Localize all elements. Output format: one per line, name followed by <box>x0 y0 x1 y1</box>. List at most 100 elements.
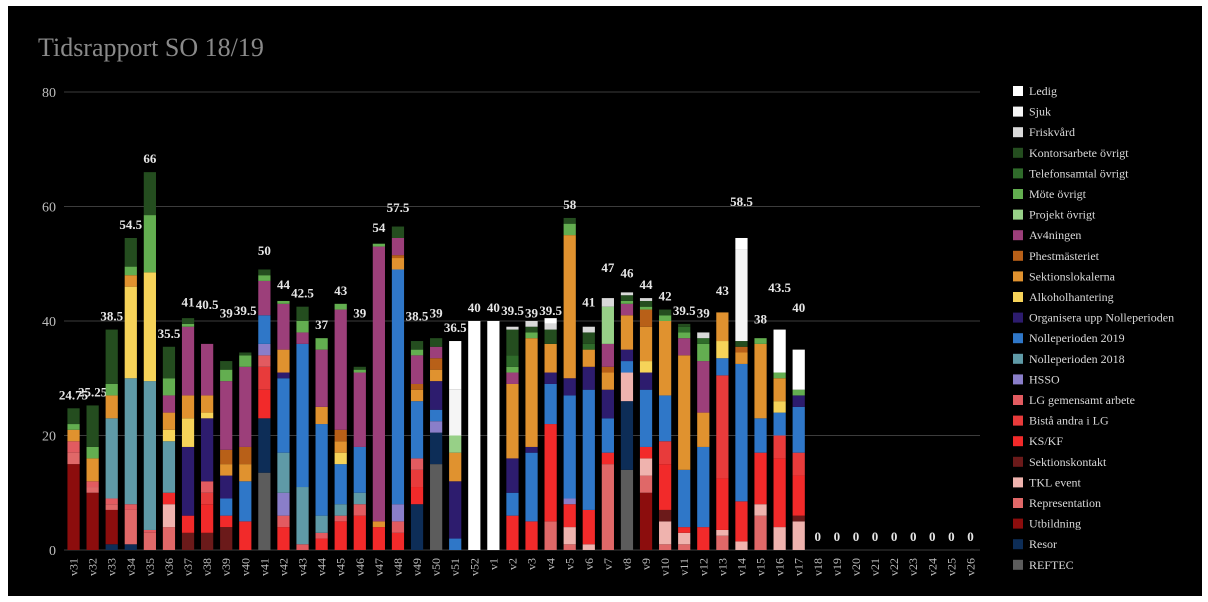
bar-segment <box>162 395 176 413</box>
bar-segment <box>544 329 557 344</box>
bar-segment <box>201 395 214 413</box>
bar-segment <box>334 309 347 430</box>
bar-segment <box>563 395 576 499</box>
bar-segment <box>162 441 176 493</box>
bar-segment <box>506 492 519 516</box>
bar-segment <box>334 441 347 453</box>
bar-segment <box>315 406 328 425</box>
x-tick-label: v39 <box>219 558 233 576</box>
bar-segment <box>639 361 653 373</box>
y-tick-label: 20 <box>42 430 56 445</box>
total-data-label: 40 <box>487 300 500 315</box>
x-tick-label: v34 <box>124 558 138 576</box>
bar-segment <box>105 509 118 545</box>
bar-segment <box>620 295 634 301</box>
bar-segment <box>391 532 405 550</box>
bar-segment <box>410 401 424 459</box>
bar-segment <box>792 349 805 390</box>
bar-segment <box>181 532 195 550</box>
bar-segment <box>124 275 137 287</box>
bar-segment <box>506 458 519 493</box>
bar-segment <box>544 521 557 550</box>
x-tick-label: v36 <box>162 558 176 576</box>
legend-swatch <box>1013 518 1023 529</box>
bar-segment <box>601 418 614 453</box>
total-data-label: 39.5 <box>539 303 562 318</box>
bar-segment <box>201 418 214 482</box>
bar-segment <box>124 266 137 276</box>
bar-segment <box>239 446 252 465</box>
bar-segment <box>506 329 519 356</box>
bar-segment <box>239 481 252 522</box>
bar-segment <box>277 452 290 493</box>
bar-segment <box>372 243 385 247</box>
bar-segment <box>582 349 595 367</box>
bar-segment <box>143 529 156 533</box>
bar-segment <box>525 326 538 333</box>
x-tick-label: v24 <box>925 558 939 576</box>
bar-segment <box>105 395 118 419</box>
x-tick-label: v46 <box>353 558 367 576</box>
legend-label: Av4ningen <box>1029 228 1081 242</box>
bar-segment <box>391 269 405 505</box>
bar-segment <box>86 458 99 482</box>
bar-segment <box>620 401 634 470</box>
x-tick-label: v6 <box>582 558 596 570</box>
x-tick-label: v3 <box>525 558 539 570</box>
bar-segment <box>220 464 233 476</box>
bar-segment <box>105 544 118 550</box>
bar-segment <box>525 452 538 522</box>
legend-swatch <box>1013 436 1023 447</box>
x-tick-label: v13 <box>715 558 729 576</box>
legend-swatch <box>1013 168 1023 179</box>
legend-swatch <box>1013 230 1023 241</box>
total-data-label: 39 <box>220 306 234 321</box>
total-data-label: 42 <box>659 289 672 304</box>
bar-segment <box>582 343 595 350</box>
bar-segment <box>678 332 691 339</box>
bar-segment <box>162 527 176 550</box>
bar-segment <box>792 395 805 407</box>
total-data-label: 41 <box>582 294 595 309</box>
bar-segment <box>620 292 634 296</box>
x-tick-label: v41 <box>257 558 271 576</box>
bar-segment <box>315 532 328 539</box>
bar-segment <box>430 421 443 433</box>
y-tick-label: 60 <box>42 201 56 216</box>
bar-segment <box>410 349 424 356</box>
bar-segment <box>773 378 786 402</box>
bar-segment <box>601 298 614 307</box>
bar-segment <box>697 332 710 339</box>
bar-segment <box>601 343 614 367</box>
legend-swatch <box>1013 86 1023 96</box>
bar-segment <box>277 515 290 528</box>
bar-segment <box>220 515 233 528</box>
bar-segment <box>601 389 614 419</box>
bar-segment <box>143 381 156 530</box>
chart-title: Tidsrapport SO 18/19 <box>38 33 264 62</box>
legend-swatch <box>1013 271 1023 282</box>
total-data-label: 39.5 <box>673 303 696 318</box>
bar-segment <box>430 381 443 410</box>
bar-segment <box>620 361 634 373</box>
bar-segment <box>601 464 614 550</box>
bar-segment <box>716 375 729 479</box>
total-data-label: 38 <box>754 311 768 326</box>
legend-swatch <box>1013 127 1023 138</box>
bar-segment <box>773 329 786 373</box>
bar-segment <box>124 504 137 510</box>
bar-segment <box>162 492 176 505</box>
bar-segment <box>334 515 347 522</box>
bar-segment <box>754 338 767 344</box>
bar-segment <box>220 527 233 550</box>
total-data-label: 41 <box>182 294 195 309</box>
legend-label: Bistå andra i LG <box>1029 414 1109 428</box>
total-data-label: 39 <box>430 306 444 321</box>
legend-label: HSSO <box>1029 372 1060 386</box>
bar-segment <box>449 481 462 539</box>
bar-segment <box>639 446 653 459</box>
bar-segment <box>334 504 347 516</box>
bar-segment <box>601 306 614 344</box>
total-data-label: 0 <box>910 529 917 544</box>
bar-segment <box>639 309 653 327</box>
